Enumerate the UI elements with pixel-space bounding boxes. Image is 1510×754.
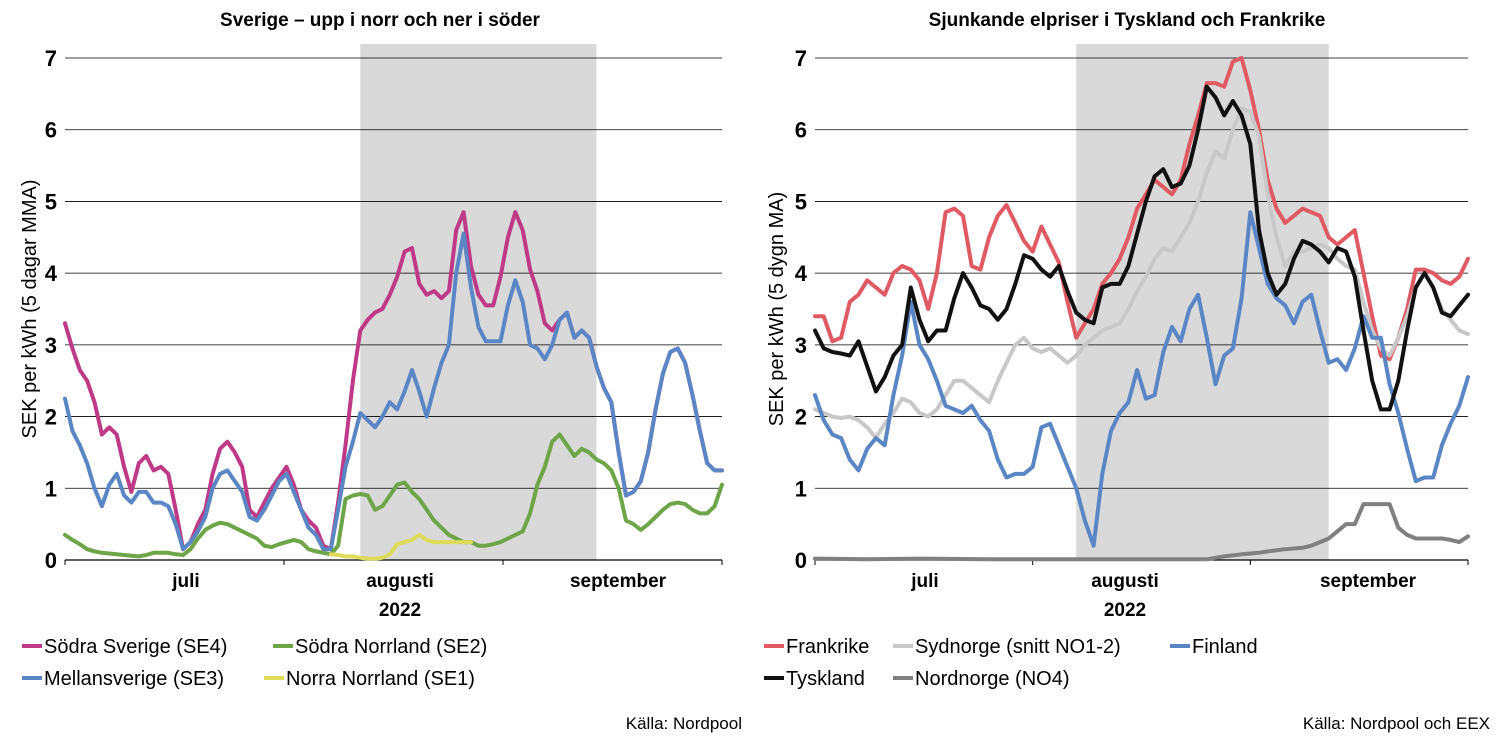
y-tick-label: 6 — [795, 118, 807, 143]
legend-label: Södra Sverige (SE4) — [44, 636, 227, 658]
y-tick-label: 1 — [45, 476, 57, 501]
legend-label: Mellansverige (SE3) — [44, 668, 224, 690]
legend-label: Finland — [1192, 636, 1258, 658]
y-axis-label: SEK per kWh (5 dagar MMA) — [19, 180, 41, 439]
x-tick-label: september — [570, 571, 667, 592]
legend-label: Frankrike — [786, 636, 869, 658]
highlight-band — [1076, 44, 1329, 560]
y-tick-label: 7 — [45, 46, 57, 71]
series-line-4 — [328, 532, 473, 561]
legend-label: Sydnorge (snitt NO1-2) — [915, 636, 1121, 658]
chart-panel-2: 0 1 2 3 4 5 6 7 juli augusti september 2022 Sjunkand… — [764, 10, 1490, 733]
x-tick-label: juli — [910, 571, 938, 592]
y-tick-label: 5 — [795, 189, 807, 214]
y-axis-label: SEK per kWh (5 dygn MA) — [766, 192, 788, 427]
chart-panel-1: 0 1 2 3 4 5 6 7 juli augusti september 2022 Sverige … — [19, 10, 742, 733]
x-tick-label: augusti — [366, 571, 434, 592]
x-tick-label: augusti — [1091, 571, 1159, 592]
x-tick-label: juli — [171, 571, 199, 592]
legend-label: Tyskland — [786, 668, 865, 690]
y-tick-label: 4 — [45, 261, 58, 286]
series-line-3 — [813, 210, 1470, 548]
y-tick-label: 6 — [45, 118, 57, 143]
series-line-2 — [63, 231, 724, 552]
series-line-1 — [813, 56, 1470, 362]
y-tick-label: 2 — [45, 405, 57, 430]
x-year-label: 2022 — [1104, 600, 1146, 621]
series-line-4 — [813, 84, 1470, 412]
y-tick-label: 7 — [795, 46, 807, 71]
y-tick-label: 0 — [795, 548, 807, 573]
highlight-band — [360, 44, 597, 560]
y-tick-label: 1 — [795, 476, 807, 501]
legend-label: Norra Norrland (SE1) — [286, 668, 475, 690]
legend-label: Nordnorge (NO4) — [915, 668, 1070, 690]
legend-label: Södra Norrland (SE2) — [295, 636, 487, 658]
chart-title: Sverige – upp i norr och ner i söder — [220, 10, 541, 31]
x-tick-label: september — [1320, 571, 1417, 592]
y-tick-label: 4 — [795, 261, 808, 286]
series-line-5 — [813, 502, 1470, 562]
source-note: Källa: Nordpool — [626, 714, 742, 733]
x-year-label: 2022 — [379, 600, 421, 621]
series-line-2 — [813, 106, 1470, 441]
source-note: Källa: Nordpool och EEX — [1303, 714, 1490, 733]
series-line-3 — [63, 432, 724, 559]
y-tick-label: 3 — [795, 333, 807, 358]
y-tick-label: 2 — [795, 405, 807, 430]
y-tick-label: 3 — [45, 333, 57, 358]
y-tick-label: 0 — [45, 548, 57, 573]
y-tick-label: 5 — [45, 189, 57, 214]
chart-title: Sjunkande elpriser i Tyskland och Frankr… — [929, 10, 1326, 31]
